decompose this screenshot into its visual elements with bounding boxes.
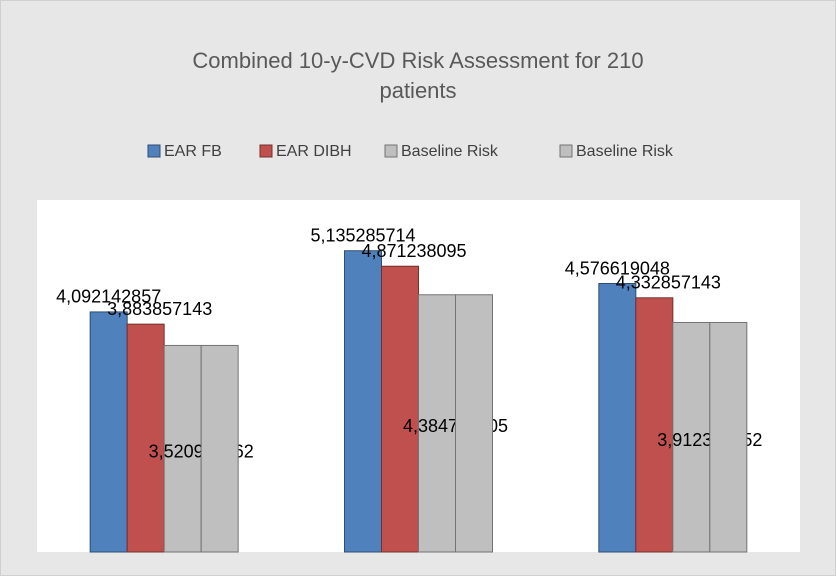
value-label: 4,871238095 [361,241,466,261]
legend-text: Baseline Risk [401,143,499,160]
legend-swatch [384,144,398,158]
bar [163,344,202,553]
value-label: 3,883857143 [107,299,212,319]
bar [381,265,419,553]
legend-text: Baseline Risk [576,143,674,160]
bar [672,321,711,553]
value-label: 5,135285714 [310,225,415,245]
bar [635,297,674,553]
bar [126,323,165,553]
bar [200,344,239,553]
legend-swatch [559,144,573,158]
legend-text: EAR FB [164,143,222,160]
legend-text: EAR DIBH [276,143,352,160]
bar [418,294,456,553]
bar [455,294,493,553]
chart-title: Combined 10-y-CVD Risk Assessment for 21… [192,48,643,103]
bar [89,311,128,553]
title-line: Combined 10-y-CVD Risk Assessment for 21… [192,48,643,73]
value-label: 4,332857143 [616,273,721,293]
legend-swatch [147,144,161,158]
legend-swatch [259,144,273,158]
bar [344,250,382,553]
value-label: 4,576619048 [565,258,670,278]
bar [598,283,637,553]
title-line: patients [379,78,456,103]
bar [709,321,748,553]
value-label: 4,092142857 [56,287,161,307]
